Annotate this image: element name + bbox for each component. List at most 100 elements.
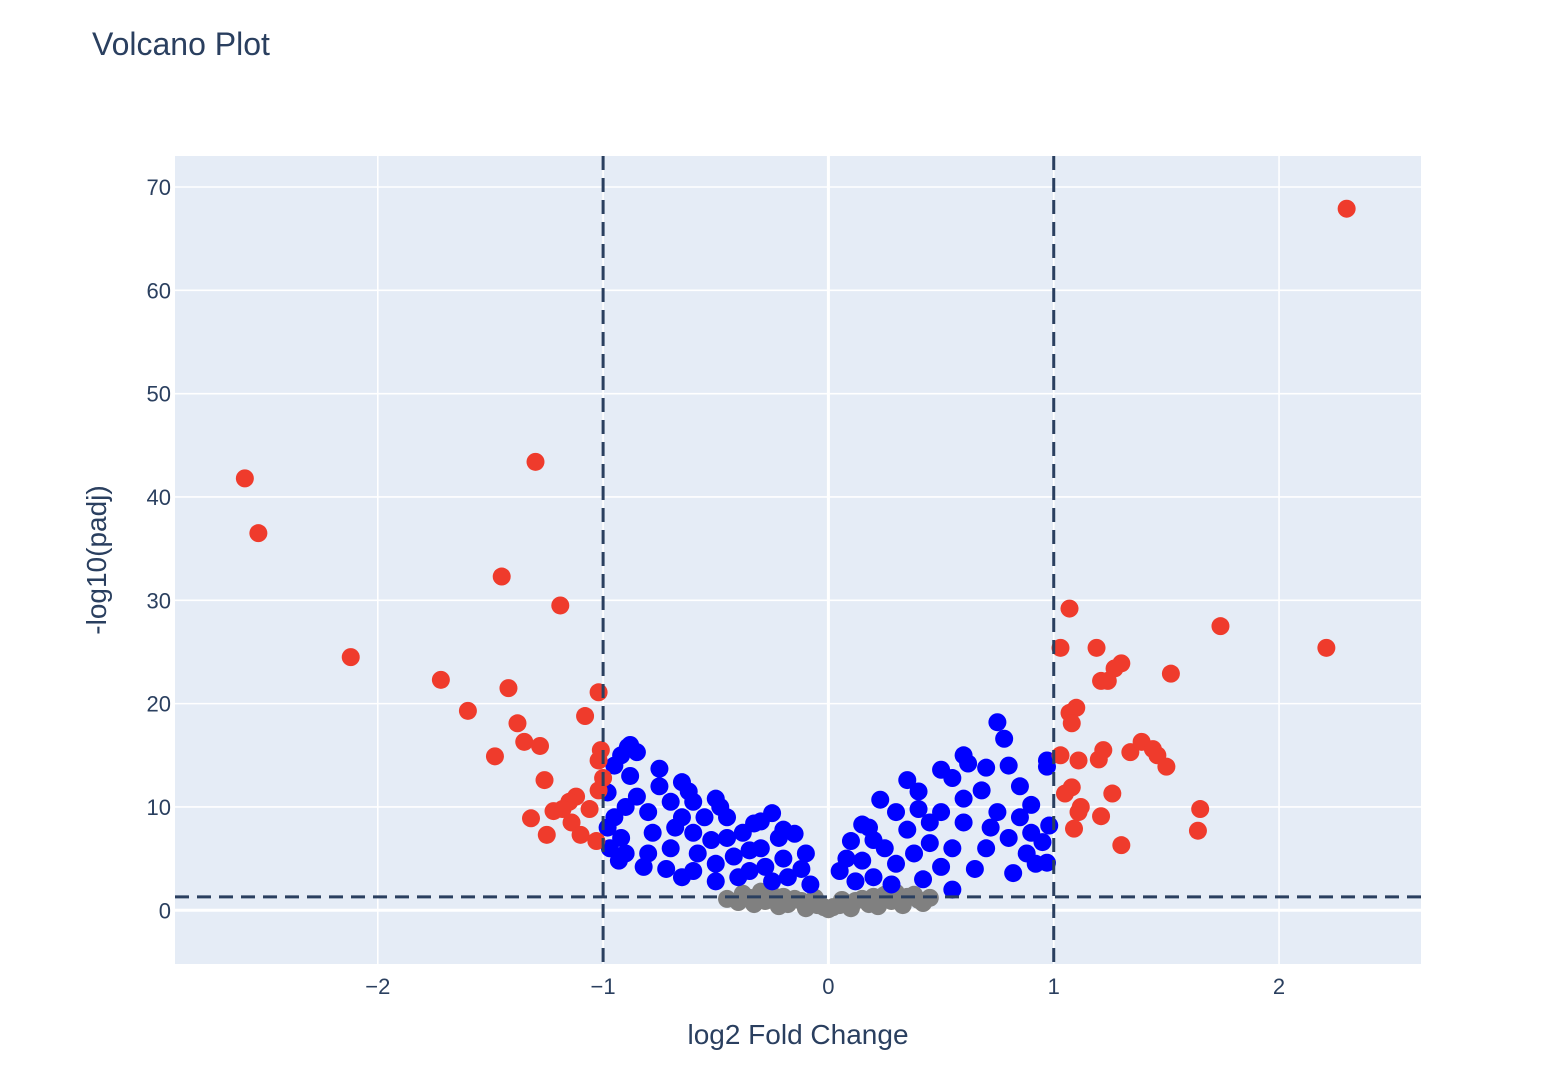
point-significant-58 xyxy=(1092,807,1111,826)
point-pvalue_only-74 xyxy=(977,758,996,777)
point-significant-60 xyxy=(1191,800,1210,819)
point-pvalue_only-53 xyxy=(679,782,698,801)
point-pvalue_only-68 xyxy=(909,782,928,801)
point-pvalue_only-94 xyxy=(943,839,962,858)
point-pvalue_only-108 xyxy=(972,781,991,800)
x-axis-label: log2 Fold Change xyxy=(687,1019,908,1050)
point-significant-39 xyxy=(1211,617,1230,636)
point-significant-28 xyxy=(537,825,556,844)
point-pvalue_only-98 xyxy=(914,870,933,889)
point-pvalue_only-36 xyxy=(706,872,725,891)
point-pvalue_only-102 xyxy=(882,875,901,894)
point-pvalue_only-88 xyxy=(999,828,1018,847)
point-pvalue_only-77 xyxy=(999,756,1018,775)
point-pvalue_only-87 xyxy=(1004,864,1023,883)
point-pvalue_only-71 xyxy=(943,769,962,788)
point-pvalue_only-65 xyxy=(871,790,890,809)
point-significant-33 xyxy=(1087,638,1106,657)
point-pvalue_only-100 xyxy=(898,820,917,839)
point-pvalue_only-35 xyxy=(706,854,725,873)
point-not_significant-34 xyxy=(832,890,851,909)
point-pvalue_only-67 xyxy=(898,771,917,790)
point-significant-62 xyxy=(1112,836,1131,855)
x-tick-label-1: −1 xyxy=(591,974,616,999)
y-tick-label-4: 40 xyxy=(147,485,171,510)
point-pvalue_only-45 xyxy=(763,872,782,891)
y-tick-label-0: 0 xyxy=(159,898,171,923)
point-significant-25 xyxy=(580,800,599,819)
point-pvalue_only-66 xyxy=(887,803,906,822)
data-points xyxy=(235,199,1356,919)
point-pvalue_only-56 xyxy=(774,820,793,839)
point-pvalue_only-105 xyxy=(859,818,878,837)
point-significant-43 xyxy=(1062,714,1081,733)
point-pvalue_only-91 xyxy=(965,859,984,878)
x-tick-label-3: 1 xyxy=(1048,974,1060,999)
point-pvalue_only-55 xyxy=(745,814,764,833)
point-significant-59 xyxy=(1065,819,1084,838)
point-pvalue_only-99 xyxy=(905,844,924,863)
point-significant-44 xyxy=(1051,746,1070,765)
point-not_significant-37 xyxy=(733,884,752,903)
point-pvalue_only-25 xyxy=(661,792,680,811)
point-significant-27 xyxy=(562,813,581,832)
point-pvalue_only-95 xyxy=(932,803,951,822)
point-significant-6 xyxy=(341,648,360,667)
point-pvalue_only-19 xyxy=(600,839,619,858)
point-pvalue_only-62 xyxy=(841,832,860,851)
point-significant-52 xyxy=(1157,757,1176,776)
point-pvalue_only-89 xyxy=(988,803,1007,822)
y-tick-label-7: 70 xyxy=(147,175,171,200)
point-pvalue_only-24 xyxy=(634,857,653,876)
point-pvalue_only-51 xyxy=(621,766,640,785)
point-not_significant-36 xyxy=(905,885,924,904)
chart-title: Volcano Plot xyxy=(92,26,270,62)
point-pvalue_only-106 xyxy=(853,851,872,870)
point-significant-54 xyxy=(1056,784,1074,803)
point-pvalue_only-43 xyxy=(751,839,770,858)
point-pvalue_only-18 xyxy=(609,851,628,870)
point-pvalue_only-54 xyxy=(711,797,730,816)
point-pvalue_only-49 xyxy=(792,859,811,878)
point-significant-4 xyxy=(492,567,511,586)
point-pvalue_only-12 xyxy=(763,804,782,823)
point-significant-3 xyxy=(526,452,545,471)
point-pvalue_only-111 xyxy=(1022,823,1041,842)
point-pvalue_only-61 xyxy=(837,849,856,868)
point-significant-30 xyxy=(587,832,606,851)
point-pvalue_only-14 xyxy=(796,844,815,863)
point-pvalue_only-37 xyxy=(718,828,737,847)
y-tick-label-3: 30 xyxy=(147,588,171,613)
point-pvalue_only-110 xyxy=(1010,808,1029,827)
point-significant-7 xyxy=(431,670,450,689)
threshold-lines xyxy=(175,156,1421,964)
point-pvalue_only-93 xyxy=(954,789,973,808)
point-pvalue_only-90 xyxy=(977,839,996,858)
point-pvalue_only-75 xyxy=(988,713,1007,732)
y-tick-label-1: 10 xyxy=(147,795,171,820)
plot-area xyxy=(175,156,1421,964)
point-pvalue_only-107 xyxy=(846,872,865,891)
point-significant-37 xyxy=(1098,671,1117,690)
point-pvalue_only-31 xyxy=(688,844,707,863)
point-pvalue_only-33 xyxy=(695,808,714,827)
point-significant-15 xyxy=(576,707,595,726)
point-pvalue_only-82 xyxy=(1040,816,1059,835)
point-pvalue_only-5 xyxy=(627,743,646,762)
point-not_significant-29 xyxy=(718,889,737,908)
point-pvalue_only-27 xyxy=(661,839,680,858)
point-significant-13 xyxy=(485,747,504,766)
point-significant-24 xyxy=(544,802,563,821)
point-not_significant-30 xyxy=(769,897,788,916)
point-pvalue_only-30 xyxy=(684,823,703,842)
point-significant-55 xyxy=(1103,784,1122,803)
point-pvalue_only-92 xyxy=(954,813,973,832)
point-significant-14 xyxy=(535,771,554,790)
point-pvalue_only-47 xyxy=(774,849,793,868)
point-pvalue_only-44 xyxy=(756,857,775,876)
point-pvalue_only-22 xyxy=(643,823,662,842)
point-significant-1 xyxy=(235,469,254,488)
point-significant-2 xyxy=(249,524,268,543)
